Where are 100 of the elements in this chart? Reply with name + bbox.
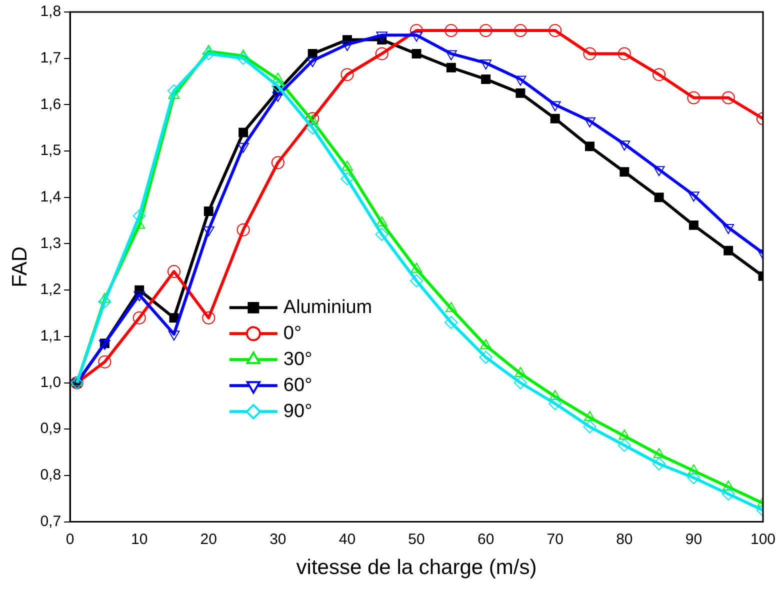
point: [687, 91, 700, 104]
legend-label: Aluminium: [283, 296, 372, 318]
y-tick-label: 1,4: [40, 188, 62, 206]
y-tick-label: 0,7: [40, 512, 62, 530]
point: [722, 91, 735, 104]
point: [306, 57, 318, 68]
legend-label: 30°: [283, 348, 312, 370]
x-tick-label: 50: [408, 530, 425, 548]
point: [724, 246, 734, 256]
point: [481, 74, 491, 84]
point: [445, 302, 457, 312]
point: [653, 448, 665, 458]
point: [236, 223, 250, 236]
point: [652, 68, 666, 82]
point: [410, 24, 424, 38]
point: [444, 316, 458, 330]
point: [340, 68, 354, 82]
point: [583, 47, 596, 60]
x-tick-label: 10: [131, 530, 148, 548]
x-tick-label: 90: [685, 530, 702, 548]
point: [514, 24, 527, 38]
point: [548, 397, 562, 410]
y-tick-label: 1,8: [40, 3, 62, 20]
point: [618, 140, 630, 151]
point: [585, 142, 595, 152]
point: [654, 192, 664, 202]
point: [722, 480, 734, 491]
point: [238, 128, 248, 138]
x-tick-label: 70: [546, 530, 564, 548]
point: [375, 47, 388, 60]
x-tick-label: 40: [338, 530, 356, 548]
y-tick-label: 1,3: [40, 234, 62, 252]
point: [652, 457, 666, 470]
point: [167, 84, 180, 98]
point: [618, 47, 631, 60]
point: [620, 167, 630, 177]
x-tick-label: 100: [750, 530, 776, 548]
point: [549, 101, 561, 112]
point: [480, 59, 492, 70]
point: [238, 142, 249, 153]
point: [445, 50, 457, 60]
point: [167, 265, 180, 278]
point: [132, 209, 146, 222]
point: [132, 311, 146, 324]
point: [98, 295, 112, 308]
y-tick-label: 1,0: [40, 374, 62, 391]
point: [342, 40, 353, 51]
legend-label: 60°: [283, 374, 312, 396]
point: [202, 226, 214, 236]
legend-label: 0°: [283, 322, 302, 344]
point: [306, 121, 320, 134]
point: [202, 311, 216, 324]
point: [272, 92, 284, 102]
point: [271, 80, 284, 93]
point: [584, 117, 596, 128]
point: [412, 48, 422, 58]
point: [618, 430, 630, 440]
point: [514, 76, 526, 86]
point: [584, 411, 596, 422]
y-tick-label: 0,8: [40, 466, 62, 484]
x-tick-label: 60: [477, 530, 494, 548]
point: [480, 339, 492, 350]
point: [98, 355, 112, 368]
point: [548, 24, 562, 38]
point: [99, 292, 110, 303]
point: [202, 47, 216, 60]
point: [376, 32, 388, 42]
point: [514, 366, 526, 377]
point: [688, 220, 698, 230]
y-axis-title: FAD: [8, 246, 32, 288]
y-tick-label: 1,2: [40, 281, 62, 298]
point: [236, 52, 250, 65]
point: [550, 114, 560, 124]
legend-label: 90°: [283, 400, 312, 422]
point: [549, 390, 561, 400]
point: [271, 156, 284, 170]
point: [340, 172, 354, 186]
point: [446, 62, 456, 72]
y-tick-label: 1,7: [40, 49, 62, 66]
point: [687, 471, 700, 484]
point: [410, 262, 422, 273]
point: [514, 376, 527, 390]
x-tick-label: 20: [200, 530, 217, 548]
x-axis-title: vitesse de la charge (m/s): [296, 556, 537, 580]
x-tick-label: 80: [616, 530, 633, 548]
point: [410, 274, 424, 288]
point: [583, 420, 596, 434]
x-tick-label: 0: [66, 530, 74, 548]
point: [479, 24, 492, 38]
y-tick-label: 1,6: [40, 96, 62, 113]
y-tick-label: 1,5: [40, 142, 62, 160]
point: [479, 350, 492, 364]
point: [444, 24, 458, 38]
point: [516, 88, 526, 98]
y-tick-label: 1,1: [40, 328, 62, 345]
point: [722, 487, 735, 500]
point: [688, 464, 700, 474]
point: [618, 438, 631, 452]
point: [410, 32, 422, 42]
x-tick-label: 30: [270, 530, 286, 548]
